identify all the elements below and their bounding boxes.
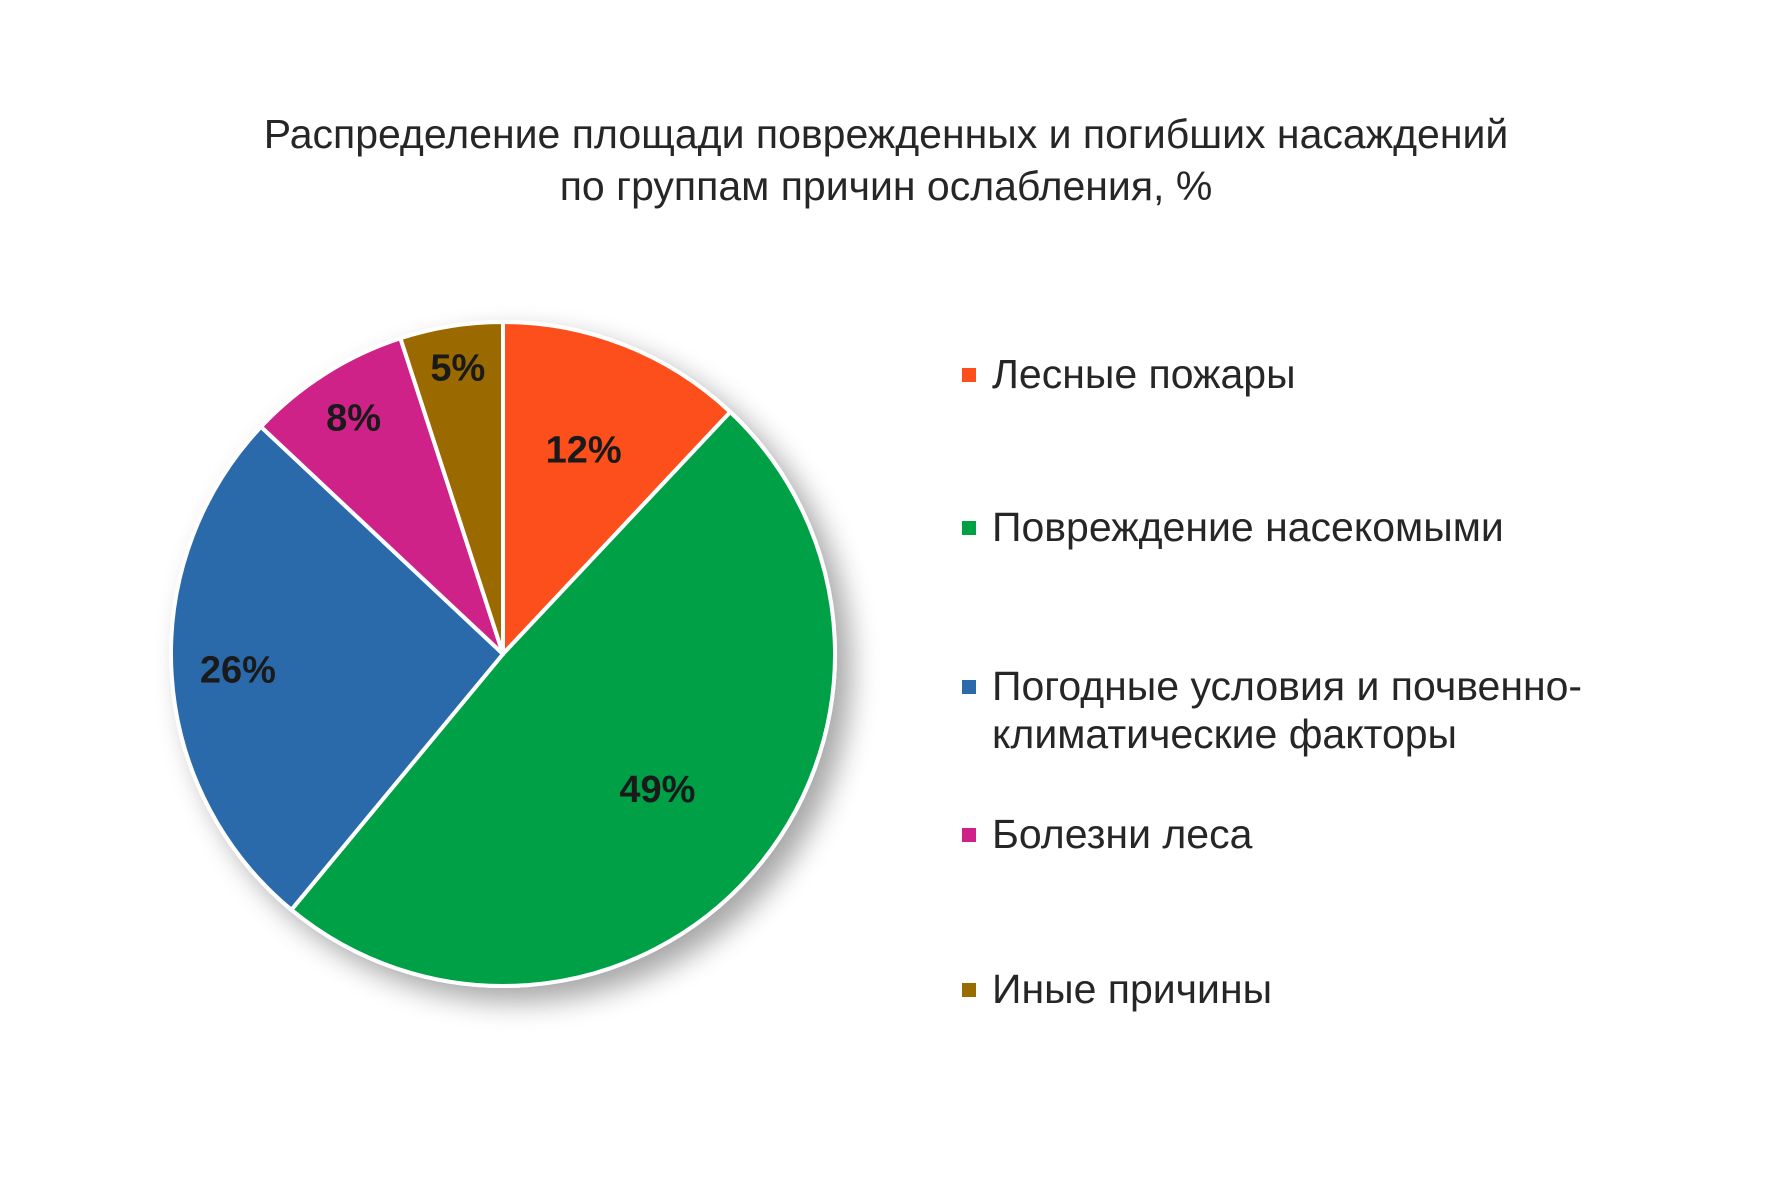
pie-slice-5: [398, 320, 505, 656]
data-label-1: 12%: [546, 429, 622, 471]
legend-label-2: Повреждение насекомыми: [992, 504, 1504, 550]
data-label-4: 8%: [326, 398, 381, 440]
pie-slice-3: [169, 424, 505, 912]
chart-legend: Лесные пожары Повреждение насекомыми Погод…: [962, 0, 1742, 1181]
chart-title: Распределение площади поврежденных и пог…: [0, 108, 1772, 212]
legend-item-3: Погодные условия и почвенно- климатическ…: [962, 662, 1582, 758]
legend-label-3: Погодные условия и почвенно- климатическ…: [992, 663, 1583, 757]
legend-swatch-4: [962, 828, 976, 842]
legend-swatch-1: [962, 368, 976, 382]
legend-label-1: Лесные пожары: [992, 351, 1296, 397]
pie-slices: [169, 320, 838, 988]
legend-item-2: Повреждение насекомыми: [962, 503, 1504, 551]
pie-slice-2: [289, 409, 838, 988]
legend-swatch-2: [962, 521, 976, 535]
legend-item-1: Лесные пожары: [962, 350, 1296, 398]
legend-item-4: Болезни леса: [962, 810, 1252, 858]
legend-label-5: Иные причины: [992, 966, 1273, 1012]
data-label-5: 5%: [430, 348, 485, 390]
legend-swatch-5: [962, 983, 976, 997]
data-label-2: 49%: [619, 769, 695, 811]
pie-data-labels: 12% 49% 26% 8% 5%: [200, 348, 696, 811]
chart-title-line-1: Распределение площади поврежденных и пог…: [263, 111, 1509, 157]
data-label-3: 26%: [200, 650, 276, 692]
legend-item-5: Иные причины: [962, 965, 1272, 1013]
chart-title-line-2: по группам причин ослабления, %: [559, 163, 1213, 209]
legend-swatch-3: [962, 680, 976, 694]
legend-label-4: Болезни леса: [992, 811, 1253, 857]
pie-slice-1: [501, 320, 733, 656]
pie-slice-4: [258, 336, 505, 656]
